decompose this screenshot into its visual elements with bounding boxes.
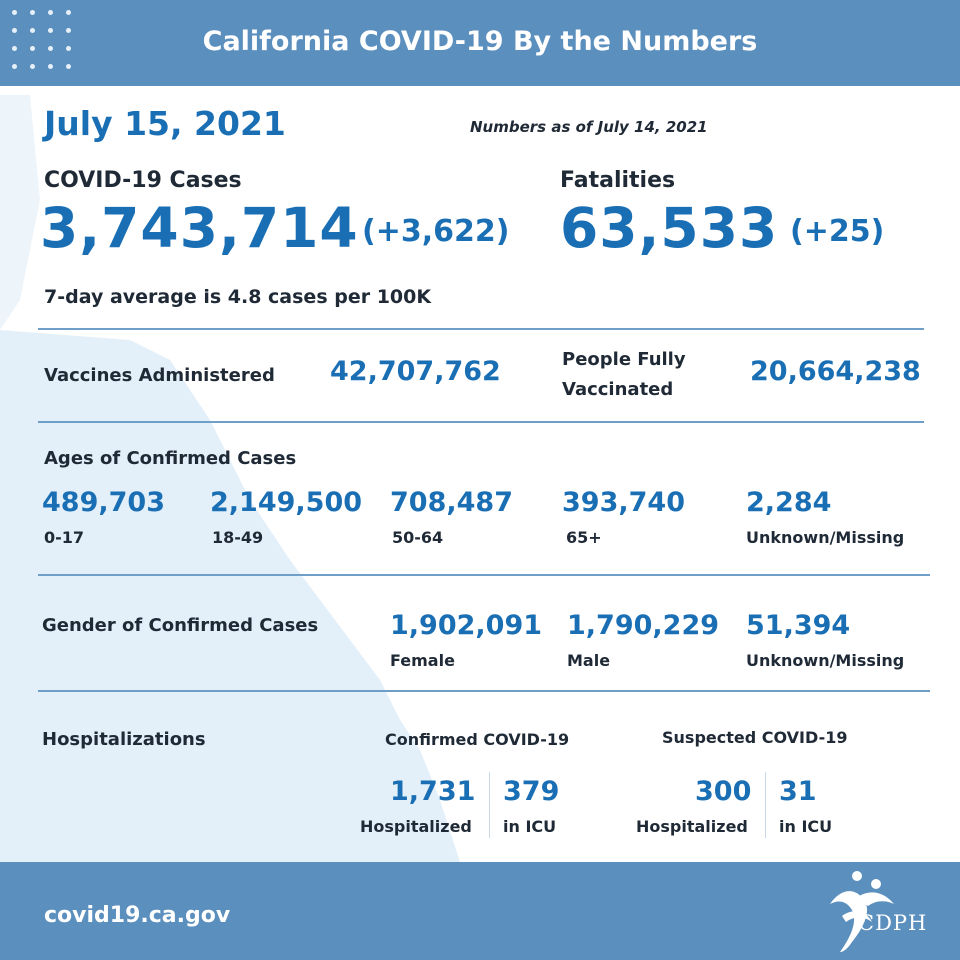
hospitalizations-section-title: Hospitalizations: [42, 729, 206, 750]
suspected-icu-label: in ICU: [779, 817, 833, 836]
footer-bar: covid19.ca.gov: [0, 862, 960, 960]
seven-day-average: 7-day average is 4.8 cases per 100K: [44, 286, 432, 308]
age-group-label: Unknown/Missing: [746, 528, 905, 547]
cases-change: (+3,622): [362, 214, 510, 249]
gender-group-value: 51,394: [746, 610, 851, 641]
confirmed-icu-value: 379: [503, 776, 560, 807]
gender-group-label: Female: [390, 651, 455, 670]
page-title: California COVID-19 By the Numbers: [202, 26, 758, 57]
age-group-value: 489,703: [42, 487, 165, 518]
age-group-value: 2,284: [746, 487, 832, 518]
divider: [38, 574, 930, 576]
data-as-of-date: Numbers as of July 14, 2021: [470, 118, 708, 136]
cases-label: COVID-19 Cases: [44, 168, 242, 193]
age-group-label: 18-49: [212, 528, 264, 547]
fatalities-value: 63,533: [560, 196, 779, 260]
header-bar: California COVID-19 By the Numbers: [0, 0, 960, 86]
divider: [38, 328, 924, 330]
suspected-hospitalized-value: 300: [695, 776, 752, 807]
cdph-logo-text: CDPH: [858, 911, 928, 935]
confirmed-hospitalized-value: 1,731: [390, 776, 476, 807]
fully-vaccinated-label-line2: Vaccinated: [562, 379, 674, 400]
age-group-label: 50-64: [392, 528, 444, 547]
age-group-value: 2,149,500: [210, 487, 363, 518]
suspected-icu-value: 31: [779, 776, 817, 807]
cdph-logo: [830, 871, 894, 952]
website-link[interactable]: covid19.ca.gov: [44, 903, 231, 928]
fully-vaccinated-label-line1: People Fully: [562, 349, 686, 370]
fatalities-change: (+25): [790, 214, 885, 249]
confirmed-icu-label: in ICU: [503, 817, 557, 836]
confirmed-covid-label: Confirmed COVID-19: [385, 730, 570, 749]
age-group-value: 708,487: [390, 487, 513, 518]
vaccines-administered-label: Vaccines Administered: [44, 365, 275, 386]
gender-section-title: Gender of Confirmed Cases: [42, 615, 319, 636]
fully-vaccinated-value: 20,664,238: [750, 356, 921, 387]
suspected-covid-label: Suspected COVID-19: [662, 728, 848, 747]
gender-group-value: 1,902,091: [390, 610, 543, 641]
gender-group-label: Unknown/Missing: [746, 651, 905, 670]
column-divider: [765, 772, 766, 838]
report-date: July 15, 2021: [44, 104, 286, 143]
suspected-hospitalized-label: Hospitalized: [636, 817, 748, 836]
confirmed-hospitalized-label: Hospitalized: [360, 817, 472, 836]
divider: [38, 421, 924, 423]
age-group-label: 0-17: [44, 528, 85, 547]
gender-group-value: 1,790,229: [567, 610, 720, 641]
divider: [38, 690, 930, 692]
ages-section-title: Ages of Confirmed Cases: [44, 448, 297, 469]
cases-value: 3,743,714: [40, 196, 359, 260]
age-group-label: 65+: [566, 528, 602, 547]
column-divider: [489, 772, 490, 838]
age-group-value: 393,740: [562, 487, 685, 518]
dots-decoration: [12, 10, 76, 74]
vaccines-administered-value: 42,707,762: [330, 356, 501, 387]
gender-group-label: Male: [567, 651, 611, 670]
fatalities-label: Fatalities: [560, 168, 676, 193]
